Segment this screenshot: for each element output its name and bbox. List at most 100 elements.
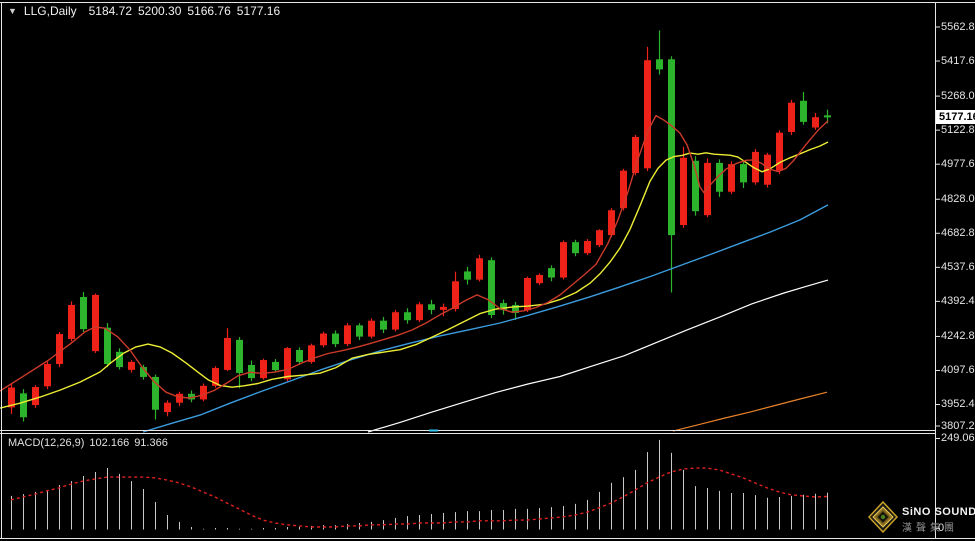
candle-body — [572, 242, 579, 254]
current-price-value: 5177.16 — [939, 111, 975, 123]
candle-body — [788, 102, 795, 132]
candle-body — [776, 132, 783, 171]
ma-red-line — [0, 114, 829, 399]
candle-body — [452, 281, 459, 309]
candle-body — [536, 274, 543, 284]
chart-title: ▼ LLG,Daily 5184.72 5200.30 5166.76 5177.16 — [8, 4, 286, 18]
candle-body — [356, 325, 363, 337]
candle-body — [140, 367, 147, 377]
macd-signal-value: 91.366 — [134, 437, 168, 449]
candle-body — [668, 59, 675, 236]
candle-body — [152, 376, 159, 410]
candle-body — [188, 393, 195, 400]
candle-body — [644, 60, 651, 169]
price-axis-label: 5122.80 — [941, 124, 975, 137]
candle-body — [56, 334, 63, 365]
price-axis-label: 4242.80 — [941, 330, 975, 343]
candle-body — [812, 117, 819, 128]
symbol-period-label: LLG,Daily — [23, 4, 77, 18]
candle-body — [500, 303, 507, 311]
ohlc-low: 5166.76 — [187, 4, 231, 18]
price-axis-label: 4392.40 — [941, 295, 975, 308]
candle-body — [560, 242, 567, 278]
candle-body — [236, 339, 243, 373]
ma-yellow-line — [0, 141, 829, 409]
candle-body — [68, 304, 75, 339]
price-axis-label: 5417.60 — [941, 55, 975, 68]
candle-body — [164, 402, 171, 413]
candle-body — [272, 361, 279, 371]
candle-body — [200, 385, 207, 400]
candle-body — [32, 387, 39, 406]
candle-body — [488, 260, 495, 316]
candle-body — [596, 230, 603, 246]
candle-body — [296, 349, 303, 362]
candle-body — [320, 333, 327, 346]
ma-blue-line — [142, 204, 829, 433]
ma-white-line — [367, 279, 829, 433]
candle-body — [212, 368, 219, 386]
candle-body — [548, 268, 555, 278]
candle-body — [380, 320, 387, 330]
macd-axis-min-label: 0 — [938, 522, 945, 534]
candle-body — [800, 100, 807, 122]
candle-body — [476, 258, 483, 280]
candle-body — [128, 361, 135, 370]
ohlc-close: 5177.16 — [236, 4, 281, 18]
candle-body — [620, 170, 627, 209]
candle-body — [104, 327, 111, 365]
ohlc-open: 5184.72 — [88, 4, 132, 18]
candle-body — [692, 160, 699, 212]
candle-body — [308, 345, 315, 362]
candle-body — [608, 210, 615, 236]
candle-body — [92, 294, 99, 352]
ma-orange-line — [672, 391, 828, 432]
candle-body — [284, 348, 291, 380]
price-axis-label: 4828.00 — [941, 193, 975, 206]
macd-signal-line — [10, 467, 828, 528]
candle-body — [656, 59, 663, 70]
candle-body — [344, 325, 351, 345]
price-axis-label: 3952.40 — [941, 398, 975, 411]
candle-body — [416, 304, 423, 321]
candle-body — [824, 115, 831, 118]
candle-body — [440, 306, 447, 310]
candle-body — [368, 320, 375, 337]
candle-body — [224, 338, 231, 370]
watermark-chinese-text: 漢聲集團 — [902, 523, 958, 534]
price-axis-label: 4097.60 — [941, 364, 975, 377]
candle-body — [512, 304, 519, 313]
candle-body — [428, 304, 435, 310]
candle-body — [716, 162, 723, 192]
price-axis-label: 5562.80 — [941, 21, 975, 33]
macd-axis-max-label: 249.063 — [941, 432, 975, 444]
watermark: SiNO SOUND 漢聲集團 — [868, 500, 975, 536]
candle-body — [248, 364, 255, 379]
candle-body — [680, 157, 687, 226]
current-price-tag: 5177.16 — [936, 110, 975, 124]
price-axis-label: 5268.00 — [941, 90, 975, 103]
candle-body — [752, 151, 759, 183]
candle-body — [632, 136, 639, 173]
candle-body — [740, 164, 747, 183]
watermark-brand-text: SiNO SOUND — [902, 506, 975, 518]
price-axis-label: 4537.60 — [941, 261, 975, 274]
candle-body — [8, 387, 15, 408]
macd-name: MACD(12,26,9) — [8, 437, 85, 449]
candle-body — [116, 351, 123, 368]
candle-body — [80, 296, 87, 330]
candle-body — [584, 240, 591, 254]
macd-main-value: 102.166 — [89, 437, 130, 449]
ohlc-high: 5200.30 — [138, 4, 182, 18]
price-axis-label: 4977.60 — [941, 158, 975, 171]
candle-body — [464, 271, 471, 280]
chevron-down-icon[interactable]: ▼ — [8, 6, 17, 16]
candle-body — [404, 312, 411, 321]
candle-body — [392, 312, 399, 330]
candle-body — [728, 164, 735, 192]
candle-body — [524, 278, 531, 311]
candle-body — [176, 393, 183, 403]
candle-body — [260, 360, 267, 379]
